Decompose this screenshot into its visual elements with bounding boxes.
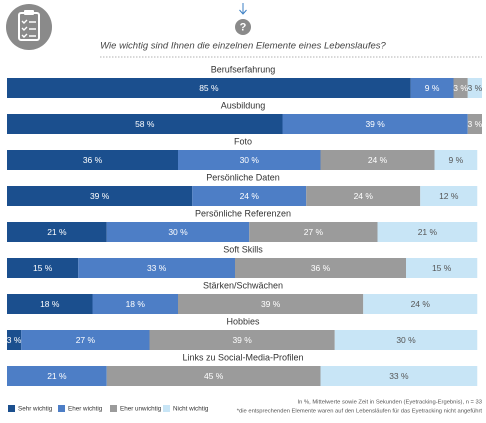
bar-segment	[363, 294, 478, 314]
value-label: 3 %	[468, 119, 483, 129]
bar-segment	[149, 330, 335, 350]
value-label: 3 %	[468, 83, 483, 93]
bar-segment	[7, 258, 79, 278]
chart-title: Wie wichtig sind Ihnen die einzelnen Ele…	[100, 41, 386, 52]
legend-swatch	[163, 405, 170, 412]
value-label: 39 %	[90, 191, 110, 201]
legend-swatch	[8, 405, 15, 412]
bar-segment	[7, 330, 22, 350]
value-label: 24 %	[354, 191, 374, 201]
value-label: 9 %	[425, 83, 440, 93]
category-label: Foto	[234, 136, 252, 146]
bar-segment	[21, 330, 150, 350]
arrow	[239, 3, 247, 15]
value-label: 21 %	[47, 227, 67, 237]
value-label: 18 %	[126, 299, 146, 309]
legend-label: Sehr wichtig	[18, 406, 53, 413]
value-label: 3 %	[453, 83, 468, 93]
bar-segment	[7, 294, 93, 314]
value-label: 27 %	[304, 227, 324, 237]
category-label: Ausbildung	[221, 100, 266, 110]
clipboard-icon	[6, 4, 52, 50]
bar-segment	[92, 294, 178, 314]
bar-segment	[7, 114, 283, 134]
value-label: 24 %	[411, 299, 431, 309]
bar-segment	[334, 330, 478, 350]
category-label: Berufserfahrung	[211, 64, 276, 74]
value-label: 33 %	[389, 371, 409, 381]
category-label: Persönliche Daten	[206, 172, 280, 182]
legend-label: Eher unwichtig	[120, 406, 162, 413]
bar-segment	[406, 258, 478, 278]
category-label: Links zu Social-Media-Profilen	[182, 352, 303, 362]
bar-segment	[178, 150, 321, 170]
value-label: 36 %	[83, 155, 103, 165]
bar-segment	[410, 78, 454, 98]
value-label: 39 %	[365, 119, 385, 129]
value-label: 85 %	[199, 83, 219, 93]
value-label: 9 %	[449, 155, 464, 165]
bar-segment	[434, 150, 478, 170]
help-icon: ?	[240, 21, 247, 33]
note: In %, Mittelwerte sowie Zeit in Sekunden…	[298, 400, 482, 406]
legend-label: Eher wichtig	[68, 406, 103, 413]
value-label: 24 %	[368, 155, 388, 165]
bar-segment	[320, 366, 478, 386]
category-label: Hobbies	[226, 316, 260, 326]
bar-segment	[306, 186, 421, 206]
value-label: 36 %	[311, 263, 331, 273]
bar-segment	[178, 294, 364, 314]
bar-segment	[78, 258, 235, 278]
legend-label: Nicht wichtig	[173, 406, 209, 413]
bar-segment	[282, 114, 468, 134]
bar-segment	[320, 150, 435, 170]
value-label: 3 %	[7, 335, 22, 345]
bar-segment	[467, 78, 482, 98]
category-label: Soft Skills	[223, 244, 263, 254]
bar-segment	[7, 150, 178, 170]
value-label: 21 %	[47, 371, 67, 381]
bar-segment	[420, 186, 478, 206]
bar-segment	[377, 222, 478, 242]
bar-segment	[106, 366, 321, 386]
bar-segment	[467, 114, 482, 134]
value-label: 27 %	[76, 335, 96, 345]
value-label: 39 %	[232, 335, 252, 345]
value-label: 45 %	[204, 371, 224, 381]
value-label: 12 %	[439, 191, 459, 201]
value-label: 33 %	[147, 263, 167, 273]
value-label: 18 %	[40, 299, 60, 309]
legend-swatch	[110, 405, 117, 412]
legend-swatch	[58, 405, 65, 412]
value-label: 24 %	[240, 191, 260, 201]
bar-segment	[453, 78, 468, 98]
value-label: 30 %	[396, 335, 416, 345]
value-label: 21 %	[418, 227, 438, 237]
bar-segment	[7, 186, 193, 206]
note: *die entsprechenden Elemente waren auf d…	[237, 409, 483, 415]
value-label: 15 %	[432, 263, 452, 273]
bar-segment	[192, 186, 307, 206]
category-label: Stärken/Schwächen	[203, 280, 283, 290]
help-circle	[235, 19, 251, 35]
value-label: 30 %	[168, 227, 188, 237]
category-label: Persönliche Referenzen	[195, 208, 291, 218]
value-label: 30 %	[240, 155, 260, 165]
bar-segment	[7, 366, 107, 386]
bar-segment	[249, 222, 378, 242]
value-label: 15 %	[33, 263, 53, 273]
bar-segment	[235, 258, 406, 278]
value-label: 39 %	[261, 299, 281, 309]
bar-segment	[7, 78, 411, 98]
bar-segment	[7, 222, 107, 242]
value-label: 58 %	[135, 119, 155, 129]
bar-segment	[106, 222, 250, 242]
